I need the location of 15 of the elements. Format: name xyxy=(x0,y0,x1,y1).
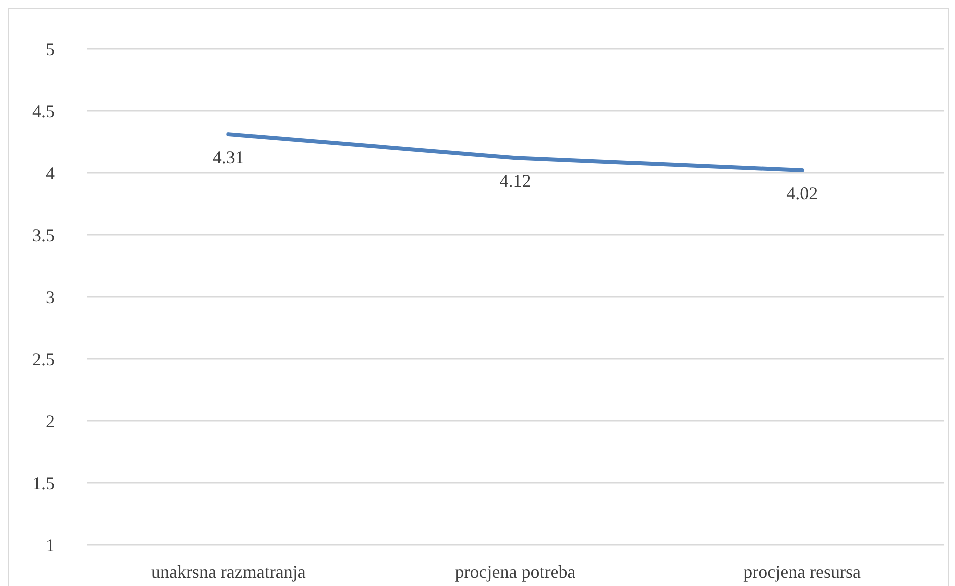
y-tick-label: 5 xyxy=(46,39,55,60)
y-tick-label: 1.5 xyxy=(32,473,55,494)
y-tick-label: 2 xyxy=(46,411,55,432)
x-tick-label: unakrsna razmatranja xyxy=(151,562,306,582)
data-label: 4.31 xyxy=(212,147,244,168)
y-tick-label: 3.5 xyxy=(32,225,55,246)
y-tick-label: 2.5 xyxy=(32,349,55,370)
data-label: 4.02 xyxy=(786,183,818,204)
x-tick-label: procjena resursa xyxy=(744,562,862,582)
y-tick-label: 3 xyxy=(46,287,55,308)
x-tick-label: procjena potreba xyxy=(455,562,576,582)
y-tick-label: 1 xyxy=(46,535,55,556)
y-tick-label: 4.5 xyxy=(32,101,55,122)
y-tick-label: 4 xyxy=(46,163,55,184)
data-label: 4.12 xyxy=(500,170,532,191)
